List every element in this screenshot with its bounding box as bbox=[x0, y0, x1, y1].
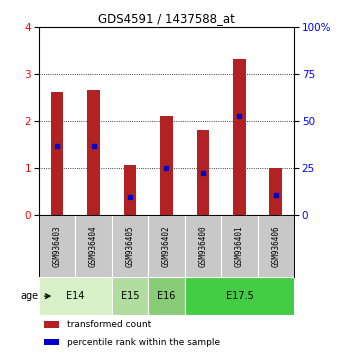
Bar bbox=[124, 165, 137, 215]
Bar bbox=[148, 277, 185, 315]
Text: percentile rank within the sample: percentile rank within the sample bbox=[67, 338, 220, 347]
Text: GSM936406: GSM936406 bbox=[271, 225, 280, 267]
Bar bbox=[185, 277, 294, 315]
Text: GSM936402: GSM936402 bbox=[162, 225, 171, 267]
Text: E16: E16 bbox=[157, 291, 176, 301]
Title: GDS4591 / 1437588_at: GDS4591 / 1437588_at bbox=[98, 12, 235, 25]
Bar bbox=[44, 321, 59, 328]
Text: E14: E14 bbox=[66, 291, 84, 301]
Bar bbox=[233, 59, 246, 215]
Bar bbox=[160, 116, 173, 215]
Text: E17.5: E17.5 bbox=[225, 291, 253, 301]
Bar bbox=[269, 167, 282, 215]
Text: GSM936401: GSM936401 bbox=[235, 225, 244, 267]
Bar bbox=[87, 90, 100, 215]
Text: transformed count: transformed count bbox=[67, 320, 151, 329]
Bar bbox=[112, 277, 148, 315]
Bar bbox=[51, 92, 64, 215]
Text: E15: E15 bbox=[121, 291, 139, 301]
Bar bbox=[44, 339, 59, 346]
Bar bbox=[39, 277, 112, 315]
Text: GSM936404: GSM936404 bbox=[89, 225, 98, 267]
Text: GSM936405: GSM936405 bbox=[125, 225, 135, 267]
Text: GSM936400: GSM936400 bbox=[198, 225, 208, 267]
Text: GSM936403: GSM936403 bbox=[53, 225, 62, 267]
Bar bbox=[196, 130, 209, 215]
Text: age: age bbox=[21, 291, 39, 301]
